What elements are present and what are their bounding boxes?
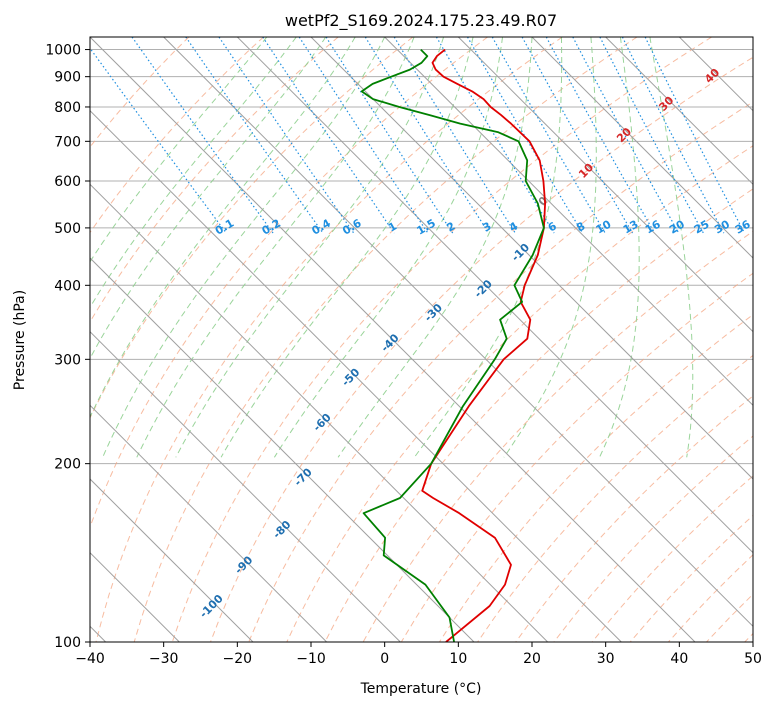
mixing-ratio-line [393,37,516,234]
moist-adiabat [649,37,694,458]
y-tick-label: 800 [54,100,81,116]
y-axis: 100 200 300 400 500 600 700 800 900 1000 [45,43,90,651]
mixing-ratio-line [298,37,429,234]
mixing-ratio-line [185,37,324,234]
isotherm-line [531,37,753,259]
x-tick-label: 10 [449,651,467,667]
dry-adiabat [515,395,753,642]
isotherm-line [384,37,753,407]
sounding-profiles [360,48,546,642]
moist-adiabat [220,37,474,458]
mixing-ratio-line [131,37,274,234]
x-tick-label: −20 [223,651,253,667]
x-tick-label: 20 [523,651,541,667]
moist-adiabat [599,37,640,458]
isotherm-line [90,257,475,642]
x-tick-label: −40 [75,651,105,667]
moist-adiabat [90,37,327,360]
mixing-ratio-line [364,37,490,234]
dry-adiabat [171,37,712,642]
y-tick-label: 300 [54,352,81,368]
isotherm-line [310,37,753,480]
x-tick-label: 30 [597,651,615,667]
isotherm-line [90,404,328,642]
y-tick-label: 700 [54,134,81,150]
background-lines [90,37,753,642]
moist-adiabat [503,37,597,458]
isotherm-line [90,37,696,642]
x-axis-title: Temperature (°C) [360,681,482,697]
x-tick-label: 50 [744,651,762,667]
isotherm-line [163,37,753,628]
temperature-profile [421,48,546,642]
moist-adiabat [413,37,563,458]
y-tick-label: 400 [54,278,81,294]
mixing-ratio-line [262,37,395,234]
dry-adiabat [210,56,753,642]
isotherm-line [752,37,753,38]
x-axis: −40 −30 −20 −10 0 10 20 30 40 50 [75,642,762,667]
dry-adiabat [90,37,339,323]
isotherm-line [457,37,753,333]
x-tick-label: 0 [380,651,389,667]
y-tick-label: 600 [54,174,81,190]
y-tick-label: 100 [54,635,81,651]
plot-background [90,37,753,642]
isotherm-line [605,37,753,186]
mixing-ratio-line [621,37,725,234]
y-tick-label: 1000 [45,43,81,59]
moist-adiabat [175,37,445,458]
isotherm-line [90,109,622,642]
moist-adiabat [102,37,386,458]
dry-adiabat [90,37,264,234]
mixing-ratio-line [644,37,746,234]
dewpoint-profile [360,48,545,642]
mixing-ratio-line [325,37,454,234]
dry-adiabat [248,101,753,642]
x-tick-label: −10 [296,651,326,667]
moist-adiabat [90,37,356,419]
mixing-ratio-line [435,37,555,234]
isotherm-line [90,183,549,642]
isotherm-line [236,37,753,554]
y-tick-label: 500 [54,221,81,237]
dry-adiabat [286,145,753,642]
mixing-ratio-line [218,37,355,234]
dry-adiabat [133,37,638,642]
x-tick-label: 40 [670,651,688,667]
mixing-ratio-line [466,37,584,234]
moist-adiabat [90,37,297,309]
mixing-ratio-line [521,37,634,234]
y-tick-label: 200 [54,457,81,473]
dry-adiabat [324,188,753,642]
y-tick-label: 900 [54,70,81,86]
y-axis-title: Pressure (hPa) [12,290,28,390]
isotherm-line [90,330,401,642]
dry-adiabat [90,37,414,420]
isotherm-line [90,478,254,642]
moist-adiabat [337,37,533,458]
chart-title: wetPf2_S169.2024.175.23.49.R07 [285,11,557,31]
moist-adiabat [90,37,268,263]
plot-frame [89,36,754,643]
x-tick-label: −30 [149,651,179,667]
dry-adiabat [95,37,563,642]
mixing-ratio-line [545,37,656,234]
